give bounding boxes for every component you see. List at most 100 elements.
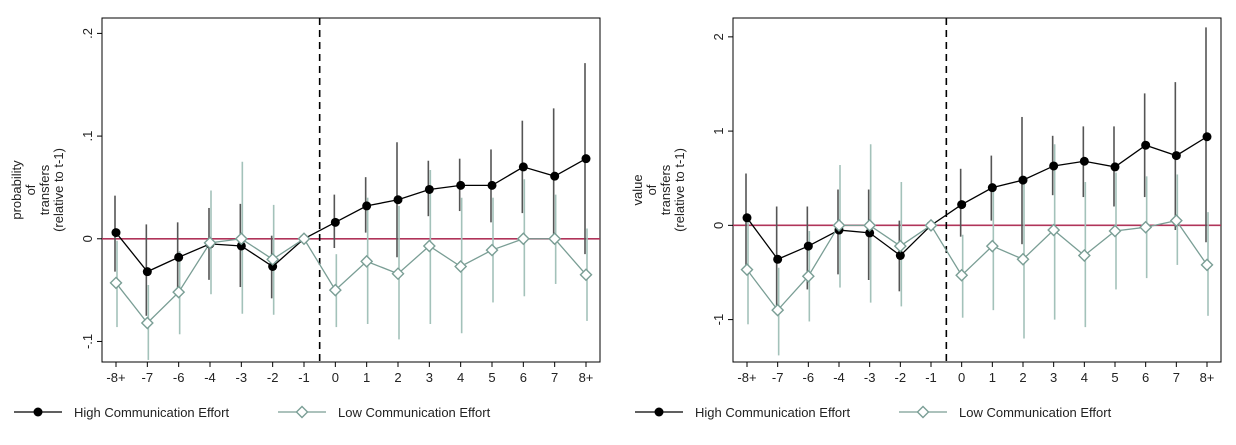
x-tick-label: -2 xyxy=(267,370,279,385)
series-line-high xyxy=(746,136,1208,261)
series-line-low xyxy=(115,237,587,324)
x-tick-label: -6 xyxy=(803,370,815,385)
legend-marker-high xyxy=(654,407,664,417)
data-point-high xyxy=(773,254,783,264)
chart-panel-left: -.1 0 .1 .2 probability of transfers (relative … xyxy=(0,0,615,445)
legend-marker-high xyxy=(33,407,43,417)
y-tick-label: .1 xyxy=(80,131,95,142)
legend-label-low: Low Communication Effort xyxy=(338,405,491,420)
y-tick-label: 0 xyxy=(711,222,726,229)
legend-marker-low xyxy=(916,405,930,419)
data-point-low xyxy=(454,260,468,273)
data-point-high xyxy=(268,262,278,272)
data-point-low xyxy=(1200,258,1214,272)
x-tick-label: -4 xyxy=(204,370,216,385)
data-point-low xyxy=(485,243,499,257)
legend-marker-low xyxy=(295,405,309,419)
x-tick-label: 1 xyxy=(989,370,996,385)
x-tick-label: 3 xyxy=(426,370,433,385)
chart-left: -.1 0 .1 .2 probability of transfers (relative … xyxy=(9,17,601,420)
y-axis-label-line: transfers xyxy=(658,164,673,215)
x-tick-label: 3 xyxy=(1050,370,1057,385)
data-point-low xyxy=(328,283,342,297)
data-point-low xyxy=(234,232,248,246)
x-tick-label: 6 xyxy=(1142,370,1149,385)
data-point-low xyxy=(1108,224,1122,238)
x-tick-label: -2 xyxy=(895,370,907,385)
y-axis-label-line: value xyxy=(630,174,645,205)
x-tick-label: -6 xyxy=(173,370,185,385)
y-tick-label: .2 xyxy=(80,28,95,39)
data-point-low xyxy=(924,218,938,232)
x-tick-label: 0 xyxy=(958,370,965,385)
chart-right: -1 0 1 2 value of transfers (relative to t-1) -8… xyxy=(630,17,1222,420)
data-point-high xyxy=(550,171,560,181)
plot-frame xyxy=(101,17,601,363)
data-point-high xyxy=(1079,156,1089,166)
x-tick-label: 8+ xyxy=(1200,370,1215,385)
data-point-high xyxy=(1141,140,1151,150)
data-point-high xyxy=(581,154,591,164)
x-tick-label: -1 xyxy=(925,370,937,385)
data-point-low xyxy=(360,254,374,268)
data-point-low xyxy=(266,252,280,266)
data-point-low xyxy=(893,239,907,253)
x-tick-label: -8+ xyxy=(737,370,756,385)
x-tick-label: -4 xyxy=(833,370,845,385)
y-tick-label: -.1 xyxy=(80,334,95,349)
data-point-high xyxy=(895,251,905,261)
x-tick-label: 7 xyxy=(551,370,558,385)
x-tick-label: -3 xyxy=(864,370,876,385)
y-axis-label-line: transfers xyxy=(37,164,52,215)
data-point-low xyxy=(832,218,846,232)
y-tick-label: 0 xyxy=(80,235,95,242)
x-tick-label: 8+ xyxy=(579,370,594,385)
x-tick-label: 4 xyxy=(1081,370,1088,385)
data-point-high xyxy=(803,241,813,251)
data-point-high xyxy=(1171,151,1181,161)
x-tick-label: -7 xyxy=(772,370,784,385)
data-point-low xyxy=(1077,249,1091,262)
data-point-high xyxy=(424,184,434,194)
data-point-high xyxy=(1018,175,1028,185)
data-point-high xyxy=(487,180,497,190)
data-point-high xyxy=(362,201,372,211)
data-point-high xyxy=(1049,161,1059,171)
x-tick-label: 2 xyxy=(394,370,401,385)
data-point-high xyxy=(1110,162,1120,172)
data-point-high xyxy=(957,200,967,210)
data-point-low xyxy=(771,303,785,317)
data-point-high xyxy=(142,267,152,277)
y-axis-label-line: (relative to t-1) xyxy=(51,148,66,232)
chart-panel-right: -1 0 1 2 value of transfers (relative to t-1) -8… xyxy=(621,0,1236,445)
x-tick-label: -3 xyxy=(236,370,248,385)
data-point-low xyxy=(985,239,999,253)
y-axis-label-line: of xyxy=(644,184,659,195)
y-tick-label: 1 xyxy=(711,127,726,134)
legend-label-high: High Communication Effort xyxy=(74,405,229,420)
x-tick-label: 5 xyxy=(1111,370,1118,385)
x-tick-label: 5 xyxy=(488,370,495,385)
data-point-low xyxy=(391,267,405,281)
y-axis-label-line: probability xyxy=(9,160,24,220)
data-point-low xyxy=(140,316,154,330)
x-tick-label: 0 xyxy=(332,370,339,385)
x-tick-label: 6 xyxy=(520,370,527,385)
data-point-low xyxy=(863,218,877,232)
data-point-high xyxy=(330,217,340,227)
data-point-low xyxy=(1139,220,1153,234)
data-point-high xyxy=(1202,132,1212,142)
data-point-high xyxy=(518,162,528,172)
data-point-low xyxy=(203,236,217,250)
data-point-high xyxy=(865,228,875,238)
data-point-low xyxy=(109,276,123,290)
x-tick-label: 7 xyxy=(1173,370,1180,385)
y-axis-label-line: (relative to t-1) xyxy=(672,148,687,232)
series-line-high xyxy=(115,158,587,273)
data-point-high xyxy=(174,252,184,262)
data-point-low xyxy=(1047,223,1061,237)
y-axis-label: probability of transfers (relative to t-1) xyxy=(9,148,66,232)
y-axis-label-line: of xyxy=(23,184,38,195)
data-point-high xyxy=(236,241,246,251)
x-tick-label: 2 xyxy=(1019,370,1026,385)
